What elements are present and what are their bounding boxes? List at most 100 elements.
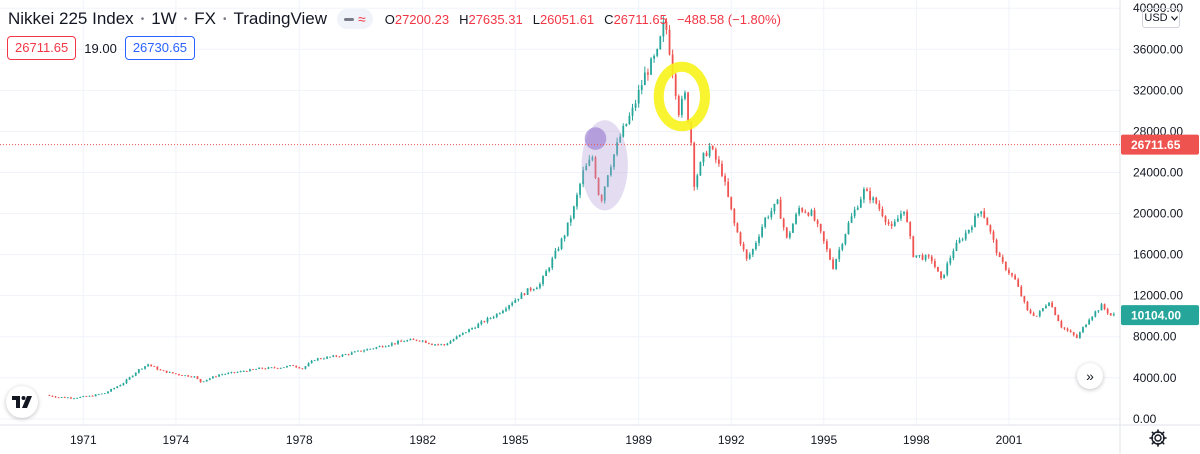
candle-body [619,136,622,143]
candle-body [733,209,736,224]
candle-body [193,376,196,378]
candle-body [397,340,399,344]
symbol-title[interactable]: Nikkei 225 Index [8,9,134,28]
gear-icon[interactable] [1148,428,1168,448]
candle-body [1048,302,1050,306]
candle-body [730,196,733,210]
candle-body [900,213,902,219]
candle-body [869,191,871,201]
candle-body [884,216,887,223]
candle-body [489,317,492,319]
sell-button[interactable]: 26711.65 [7,36,77,60]
candle-body [196,376,199,379]
candle-body [270,367,273,369]
candle-body [131,375,134,378]
minus-icon [344,17,355,21]
exchange-label: FX [194,9,216,28]
change-value: −488.58 (−1.80%) [676,11,781,27]
candle-body [1100,304,1103,311]
indicator-toggle-pill[interactable]: ≈ [337,9,373,29]
candle-body [946,263,949,275]
candle-body [76,397,79,399]
interval-label[interactable]: 1W [151,9,177,28]
candle-body [668,29,671,55]
candle-body [653,55,656,59]
candle-body [1082,327,1084,333]
candle-body [927,255,930,257]
candle-body [107,391,109,394]
candle-body [116,386,119,389]
candle-body [252,369,254,371]
candle-body [165,370,168,373]
candle-body [181,375,183,376]
candle-body [230,372,233,373]
candle-body [511,302,514,306]
scroll-to-realtime-button[interactable]: » [1077,363,1103,389]
open-value: 27200.23 [394,11,450,27]
candle-body [1085,324,1087,328]
candle-body [610,167,612,176]
candle-body [1097,310,1100,312]
candle-body [548,267,551,272]
tradingview-logo-icon[interactable] [6,386,38,418]
candle-body [588,159,591,166]
annotation-dot [584,127,607,150]
candle-body [983,211,986,218]
candle-body [341,354,344,357]
candle-body [560,238,563,249]
candle-body [937,266,939,272]
currency-selector[interactable]: USD [1142,8,1180,28]
candle-body [255,369,257,370]
candle-body [455,336,458,340]
low-label: L [532,11,540,27]
candle-body [853,209,856,217]
candle-body [745,249,748,259]
candle-body [998,253,1001,258]
candle-body [384,346,387,348]
candle-body [1088,319,1091,325]
candle-body [1063,327,1066,329]
buy-button[interactable]: 26730.65 [124,36,196,60]
separator-dot: • [140,13,145,25]
candle-body [427,342,430,344]
candle-body [915,255,918,258]
candle-body [156,366,159,370]
candle-body [304,366,307,369]
candle-body [437,344,440,346]
candle-body [708,146,711,156]
candle-body [390,343,393,346]
candle-body [714,149,717,160]
x-tick-label: 1982 [409,433,436,447]
candle-body [890,223,893,227]
candle-body [218,374,220,377]
candle-body [696,175,699,187]
y-tick-label: 4000.00 [1133,371,1177,385]
candle-body [758,236,760,244]
candle-body [227,372,230,374]
candle-body [372,348,375,350]
candle-body [224,373,227,375]
candle-body [125,379,128,384]
separator-dot: • [222,13,227,25]
candle-body [634,103,637,108]
candle-body [1017,279,1020,287]
candle-body [162,370,165,372]
price-label-background [1121,305,1199,326]
candle-body [1041,308,1044,312]
candle-body [693,142,696,187]
candle-body [579,183,581,195]
candle-body [569,218,572,223]
candle-body [711,146,714,150]
candle-body [943,274,946,279]
candle-body [289,365,291,367]
candle-body [582,170,585,184]
candle-body [279,367,282,369]
candle-body [480,321,483,324]
candle-body [788,232,791,238]
y-tick-label: 20000.00 [1133,207,1183,221]
candle-body [403,341,406,343]
y-tick-label: 12000.00 [1133,289,1183,303]
candle-body [495,313,498,318]
candle-body [813,210,816,221]
